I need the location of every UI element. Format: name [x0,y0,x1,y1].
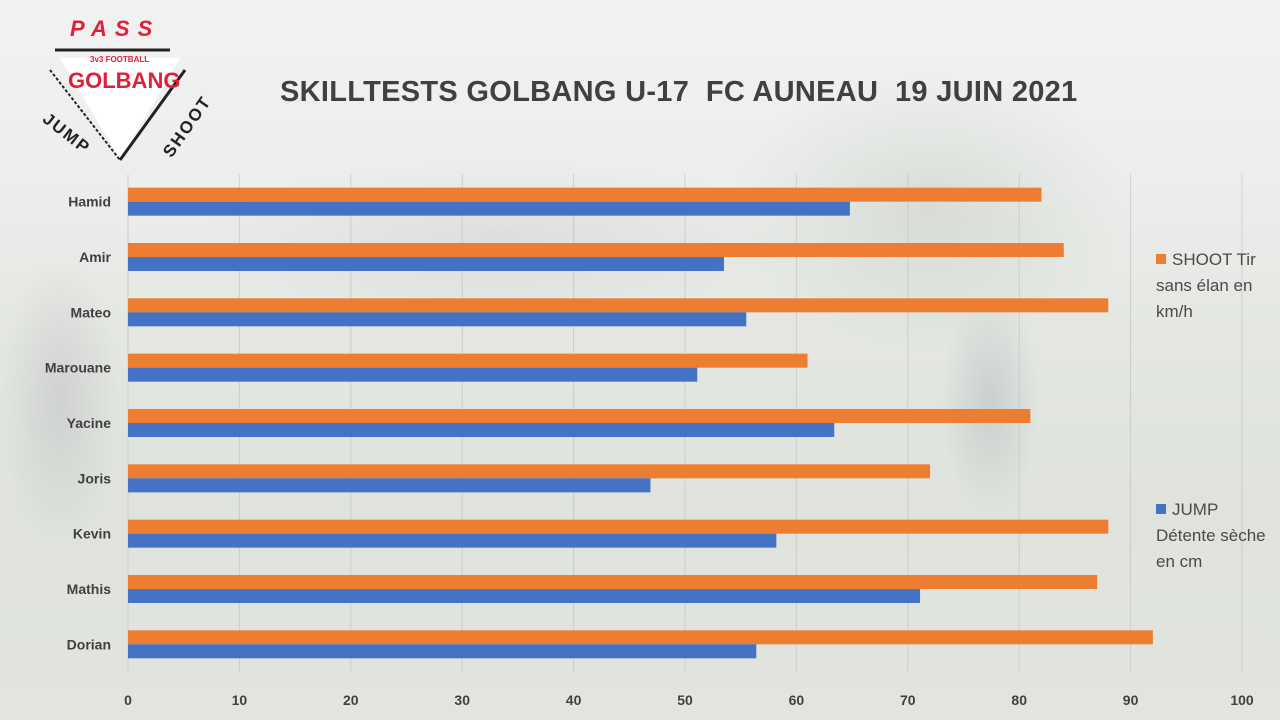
legend-swatch-jump [1156,504,1166,514]
logo-main: GOLBANG [68,68,181,93]
category-label: Marouane [45,360,111,376]
x-tick-label: 30 [454,692,470,708]
category-label: Hamid [68,194,111,210]
bar-jump [128,423,835,437]
bar-shoot [128,243,1064,257]
bar-jump [128,367,698,382]
category-label: Dorian [67,636,111,652]
bar-jump [128,589,921,603]
category-label: Mathis [67,581,112,597]
legend-item-jump: JUMP Détente sèche en cm [1156,497,1266,575]
category-label: Mateo [71,304,111,320]
bar-jump [128,644,757,659]
logo-triangle [49,48,187,161]
category-label: Kevin [73,526,111,542]
category-label: Amir [79,249,111,265]
chart-title: SKILLTESTS GOLBANG U-17 FC AUNEAU 19 JUI… [280,76,1078,108]
bar-shoot [128,630,1153,645]
x-tick-label: 20 [343,692,359,708]
bar-jump [128,201,850,216]
bar-jump [128,478,651,493]
bar-jump [128,312,747,327]
x-tick-label: 100 [1230,692,1254,708]
x-tick-label: 50 [677,692,693,708]
x-tick-label: 80 [1011,692,1027,708]
bar-shoot [128,187,1042,202]
x-tick-label: 0 [124,692,132,708]
category-label: Yacine [67,415,112,431]
x-tick-label: 70 [900,692,916,708]
x-tick-label: 60 [789,692,805,708]
x-tick-label: 10 [232,692,248,708]
category-label: Joris [78,470,112,486]
x-tick-label: 90 [1123,692,1139,708]
bar-jump [128,257,724,271]
bar-shoot [128,464,931,479]
bar-shoot [128,409,1031,423]
legend-label-jump: JUMP Détente sèche en cm [1156,500,1266,571]
legend-swatch-shoot [1156,254,1166,264]
legend-item-shoot: SHOOT Tir sans élan en km/h [1156,247,1266,325]
legend-label-shoot: SHOOT Tir sans élan en km/h [1156,250,1256,321]
bar-shoot [128,575,1098,589]
bar-shoot [128,519,1109,534]
bar-shoot [128,353,808,368]
bar-shoot [128,298,1109,313]
logo-pass: PASS [70,16,161,41]
golbang-logo: PASS 3v3 FOOTBALL GOLBANG JUMP SHOOT [20,10,215,170]
bar-jump [128,533,777,548]
logo-sub: 3v3 FOOTBALL [90,55,150,64]
x-tick-label: 40 [566,692,582,708]
